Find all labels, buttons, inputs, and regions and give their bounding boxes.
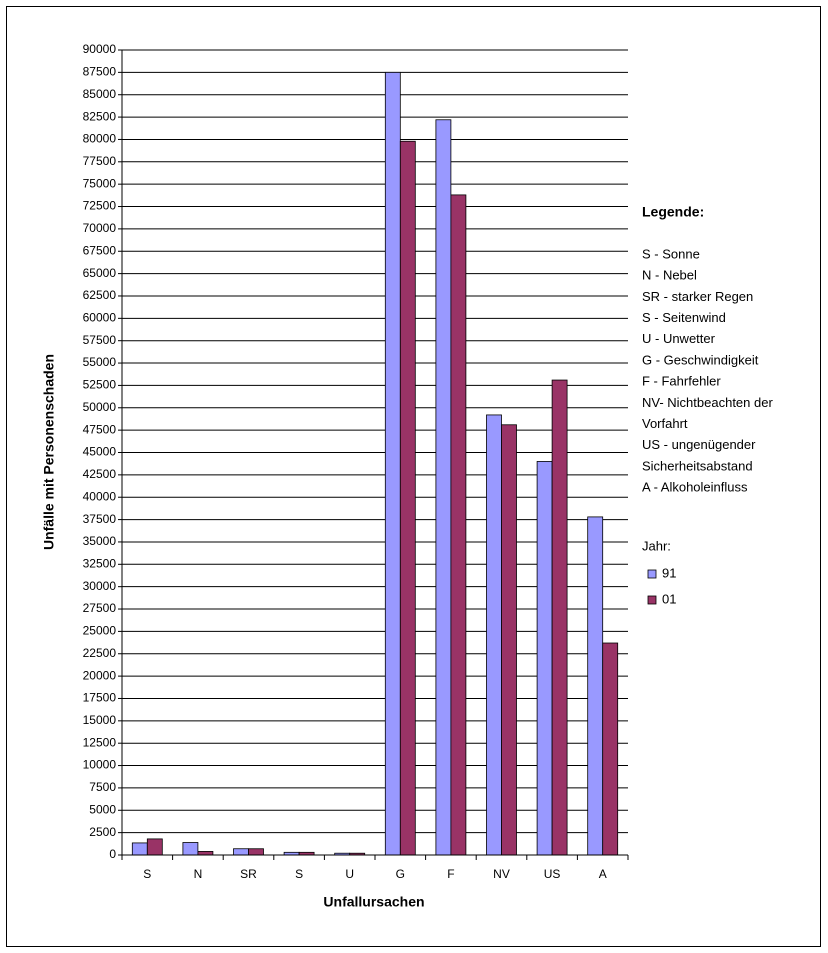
x-tick-label: A [599, 867, 607, 881]
y-tick-label: 87500 [83, 65, 117, 79]
bar [486, 414, 502, 856]
y-axis-title: Unfälle mit Personenschaden [41, 354, 57, 550]
y-tick-label: 80000 [83, 132, 117, 146]
y-tick-label: 65000 [83, 266, 117, 280]
legend-series-title: Jahr: [642, 538, 671, 553]
y-tick-label: 27500 [83, 601, 117, 615]
bar [146, 838, 163, 856]
bar [587, 516, 604, 856]
y-tick-label: 10000 [83, 758, 117, 772]
legend-note: NV- Nichtbeachten der [642, 395, 773, 410]
y-tick-label: 72500 [83, 199, 117, 213]
legend-note: F - Fahrfehler [642, 374, 721, 389]
y-tick-label: 47500 [83, 422, 117, 436]
y-tick-label: 15000 [83, 713, 117, 727]
y-tick-label: 12500 [83, 735, 117, 749]
x-tick-label: S [143, 867, 151, 881]
x-tick-label: G [396, 867, 405, 881]
bar [450, 194, 467, 856]
y-tick-label: 42500 [83, 467, 117, 481]
bar [435, 119, 452, 856]
bar [182, 842, 199, 856]
x-tick-label: SR [240, 867, 257, 881]
legend-note: A - Alkoholeinfluss [642, 480, 748, 495]
bar [602, 642, 619, 856]
y-tick-label: 85000 [83, 87, 117, 101]
x-axis-title: Unfallursachen [323, 894, 424, 910]
y-tick-label: 62500 [83, 288, 117, 302]
legend-note: Sicherheitsabstand [642, 458, 753, 473]
y-tick-label: 52500 [83, 378, 117, 392]
legend-note: N - Nebel [642, 268, 697, 283]
y-tick-label: 50000 [83, 400, 117, 414]
y-tick-label: 45000 [83, 445, 117, 459]
y-tick-label: 77500 [83, 154, 117, 168]
legend-swatch [647, 595, 657, 605]
y-tick-label: 17500 [83, 691, 117, 705]
y-tick-label: 82500 [83, 109, 117, 123]
bar [197, 851, 214, 856]
legend-note: S - Seitenwind [642, 310, 726, 325]
bar [536, 461, 553, 856]
y-tick-label: 57500 [83, 333, 117, 347]
bar [233, 848, 249, 856]
y-tick-label: 75000 [83, 176, 117, 190]
y-tick-label: 20000 [83, 668, 117, 682]
y-tick-label: 90000 [83, 42, 117, 56]
bar [501, 424, 517, 856]
y-tick-label: 7500 [89, 780, 116, 794]
bar [384, 71, 401, 856]
legend-label: 01 [662, 591, 676, 606]
x-tick-label: US [544, 867, 561, 881]
y-tick-label: 70000 [83, 221, 117, 235]
x-tick-label: NV [493, 867, 510, 881]
bar [399, 140, 416, 856]
y-tick-label: 22500 [83, 646, 117, 660]
legend-note: U - Unwetter [642, 331, 716, 346]
legend-note: US - ungenügender [642, 437, 756, 452]
x-tick-label: N [194, 867, 203, 881]
bar [248, 848, 264, 856]
y-tick-label: 37500 [83, 512, 117, 526]
y-tick-label: 40000 [83, 489, 117, 503]
bar [551, 379, 568, 856]
legend-swatch [647, 569, 657, 579]
legend-note: S - Sonne [642, 246, 700, 261]
y-tick-label: 30000 [83, 579, 117, 593]
y-tick-label: 25000 [83, 624, 117, 638]
x-tick-label: S [295, 867, 303, 881]
legend-note: G - Geschwindigkeit [642, 352, 759, 367]
y-tick-label: 0 [109, 847, 116, 861]
legend-note: SR - starker Regen [642, 289, 753, 304]
y-tick-label: 2500 [89, 825, 116, 839]
x-tick-label: U [345, 867, 354, 881]
legend-label: 91 [662, 565, 676, 580]
bar [131, 842, 148, 856]
y-tick-label: 5000 [89, 802, 116, 816]
legend-note: Vorfahrt [642, 416, 688, 431]
y-tick-label: 67500 [83, 243, 117, 257]
legend-title: Legende: [642, 204, 704, 220]
y-tick-label: 55000 [83, 355, 117, 369]
y-tick-label: 32500 [83, 556, 117, 570]
x-tick-label: F [447, 867, 454, 881]
y-tick-label: 35000 [83, 534, 117, 548]
y-tick-label: 60000 [83, 311, 117, 325]
